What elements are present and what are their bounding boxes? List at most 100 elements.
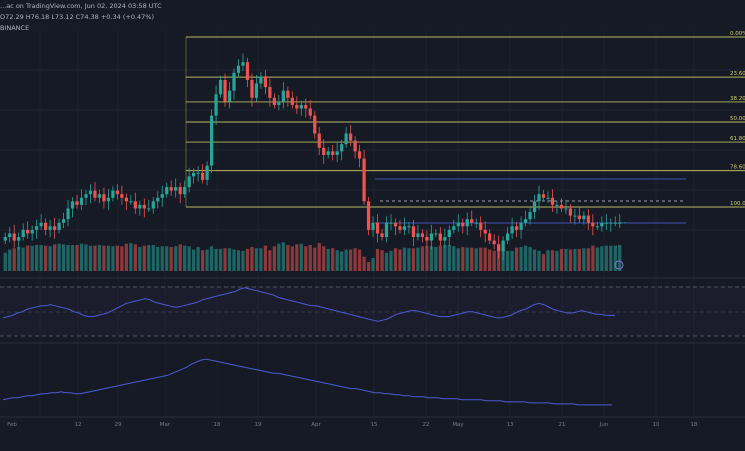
volume-bar-126 <box>568 249 573 271</box>
x-tick-label-1: 12 <box>75 422 82 428</box>
volume-bar-91 <box>411 248 416 271</box>
volume-bar-116 <box>523 245 528 271</box>
candle-body-76 <box>344 133 348 145</box>
candle-body-40 <box>183 187 187 195</box>
candle-body-28 <box>129 201 133 203</box>
candle-body-7 <box>35 226 39 230</box>
candle-body-53 <box>241 62 245 66</box>
candle-body-58 <box>263 76 268 88</box>
x-tick-label-6: Apr <box>311 422 321 428</box>
candle-body-2 <box>12 233 16 241</box>
volume-bar-89 <box>402 247 407 271</box>
candle-body-121 <box>546 197 550 199</box>
candle-body-112 <box>506 233 510 241</box>
candle-body-90 <box>407 226 411 228</box>
candle-body-126 <box>568 208 573 216</box>
volume-bar-92 <box>416 247 420 271</box>
volume-bar-117 <box>528 246 532 271</box>
volume-bar-128 <box>577 248 582 271</box>
candle-body-110 <box>497 244 501 252</box>
candle-body-50 <box>227 90 232 102</box>
candle-body-91 <box>411 226 416 238</box>
candle-body-62 <box>281 90 285 102</box>
volume-bar-131 <box>591 245 595 271</box>
volume-bar-75 <box>340 251 344 271</box>
candle-body-127 <box>573 215 577 217</box>
candle-body-39 <box>178 187 182 195</box>
volume-bar-88 <box>398 249 402 271</box>
candle-body-100 <box>452 226 456 230</box>
fib-level-label-4: 61.80% <box>730 136 745 142</box>
volume-bar-123 <box>555 250 559 271</box>
candle-body-105 <box>474 222 478 224</box>
candle-body-75 <box>340 144 344 152</box>
rsi-band-fill <box>0 287 745 336</box>
volume-bar-79 <box>357 249 362 271</box>
candle-body-72 <box>326 151 330 155</box>
x-tick-label-11: 21 <box>559 422 566 428</box>
fib-level-label-0: 0.00% <box>730 31 745 37</box>
volume-bar-118 <box>532 249 537 271</box>
candle-body-42 <box>192 172 196 177</box>
volume-bar-1 <box>8 249 12 271</box>
candle-body-124 <box>559 204 564 209</box>
volume-bar-81 <box>366 261 371 271</box>
volume-bar-50 <box>227 248 232 271</box>
candle-body-115 <box>519 222 523 230</box>
candle-body-63 <box>286 90 290 98</box>
candle-body-108 <box>488 233 492 241</box>
candle-body-125 <box>564 208 568 210</box>
volume-bar-2 <box>12 248 16 271</box>
candle-body-116 <box>523 219 528 223</box>
candle-body-119 <box>537 194 541 202</box>
volume-bar-46 <box>209 246 214 271</box>
candle-body-49 <box>223 79 227 102</box>
volume-bar-17 <box>79 243 84 271</box>
volume-bar-86 <box>389 250 393 271</box>
volume-bar-113 <box>510 250 514 271</box>
fib-level-label-1: 23.60% <box>730 71 745 77</box>
volume-bar-58 <box>263 245 268 271</box>
volume-bar-110 <box>497 251 501 271</box>
volume-bar-125 <box>564 248 568 271</box>
volume-bar-29 <box>133 244 137 271</box>
volume-bar-93 <box>420 246 425 271</box>
volume-bar-22 <box>102 245 106 271</box>
candle-body-43 <box>196 172 200 174</box>
candle-body-47 <box>214 94 218 116</box>
x-tick-label-14: 18 <box>691 422 698 428</box>
candle-body-88 <box>398 226 402 230</box>
volume-bar-90 <box>407 248 411 271</box>
candle-body-56 <box>254 83 259 98</box>
volume-bar-99 <box>447 245 451 271</box>
volume-bar-37 <box>169 246 173 271</box>
candle-body-130 <box>586 215 590 223</box>
volume-bar-137 <box>618 245 622 271</box>
volume-bar-114 <box>514 247 519 271</box>
volume-bar-14 <box>66 245 70 271</box>
volume-bar-10 <box>48 246 52 271</box>
volume-bar-130 <box>586 248 590 271</box>
candle-body-136 <box>613 222 617 224</box>
volume-bar-105 <box>474 248 478 271</box>
candle-body-87 <box>393 222 398 227</box>
candle-body-114 <box>514 226 519 230</box>
candle-body-107 <box>483 229 487 234</box>
volume-bar-68 <box>308 245 312 271</box>
candle-body-25 <box>115 190 119 195</box>
candle-body-19 <box>88 190 93 195</box>
candle-body-38 <box>174 187 178 191</box>
volume-bar-55 <box>250 246 254 271</box>
candle-body-13 <box>61 219 66 223</box>
volume-bar-42 <box>192 249 196 271</box>
volume-bar-83 <box>375 248 380 271</box>
volume-bar-120 <box>541 254 546 271</box>
candle-body-120 <box>541 194 546 198</box>
volume-bar-82 <box>371 258 375 271</box>
volume-bar-48 <box>218 248 223 271</box>
volume-bar-30 <box>138 246 142 271</box>
candle-body-70 <box>317 133 321 148</box>
candle-body-54 <box>245 62 250 80</box>
volume-bar-43 <box>196 246 200 271</box>
